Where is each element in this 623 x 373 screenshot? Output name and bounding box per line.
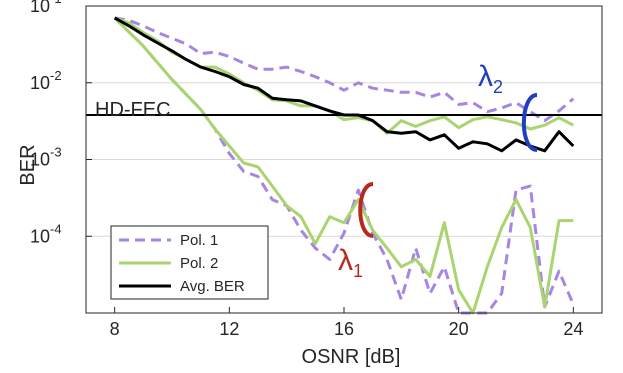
- x-tick-label: 12: [219, 319, 239, 339]
- x-tick-label: 16: [334, 319, 354, 339]
- lambda2-symbol: λ2: [478, 60, 503, 97]
- x-tick-label: 24: [563, 319, 583, 339]
- series-pol-1-lambda1-line: [113, 16, 575, 315]
- legend-label: Pol. 2: [180, 255, 218, 272]
- lambda2-annotation: λ2: [478, 60, 538, 152]
- x-axis-label: OSNR [dB]: [302, 346, 401, 368]
- lambda1-annotation: λ1: [338, 182, 374, 281]
- series-pol-1-lambda2-line: [114, 16, 575, 123]
- legend-label: Pol. 1: [180, 232, 218, 249]
- y-tick-label: 10-4: [30, 221, 62, 246]
- y-tick-label: 10-3: [30, 145, 62, 170]
- x-tick-label: 8: [110, 319, 120, 339]
- lambda1-symbol: λ1: [338, 244, 363, 281]
- lambda2-subscript: 2: [493, 77, 503, 97]
- y-axis-label: BER: [17, 144, 39, 185]
- y-tick-label: 10-2: [30, 68, 62, 93]
- lambda1-subscript: 1: [353, 261, 363, 281]
- y-axis-ticks: 10-1 10-2 10-3 10-4: [30, 0, 92, 246]
- x-tick-label: 20: [449, 319, 469, 339]
- series-avg-ber-lambda2-line: [113, 16, 575, 153]
- lambda2-ellipse-marker: [521, 93, 538, 152]
- lambda1-ellipse-marker: [358, 182, 374, 238]
- series-pol-2-lambda1-line: [113, 16, 574, 315]
- hd-fec-label: HD-FEC: [95, 99, 171, 121]
- x-axis-ticks: 8 12 16 20 24: [110, 307, 583, 339]
- y-tick-label: 10-1: [30, 0, 62, 16]
- legend-label: Avg. BER: [180, 278, 245, 295]
- legend: Pol. 1 Pol. 2 Avg. BER: [110, 225, 269, 300]
- series-lines: [113, 16, 575, 315]
